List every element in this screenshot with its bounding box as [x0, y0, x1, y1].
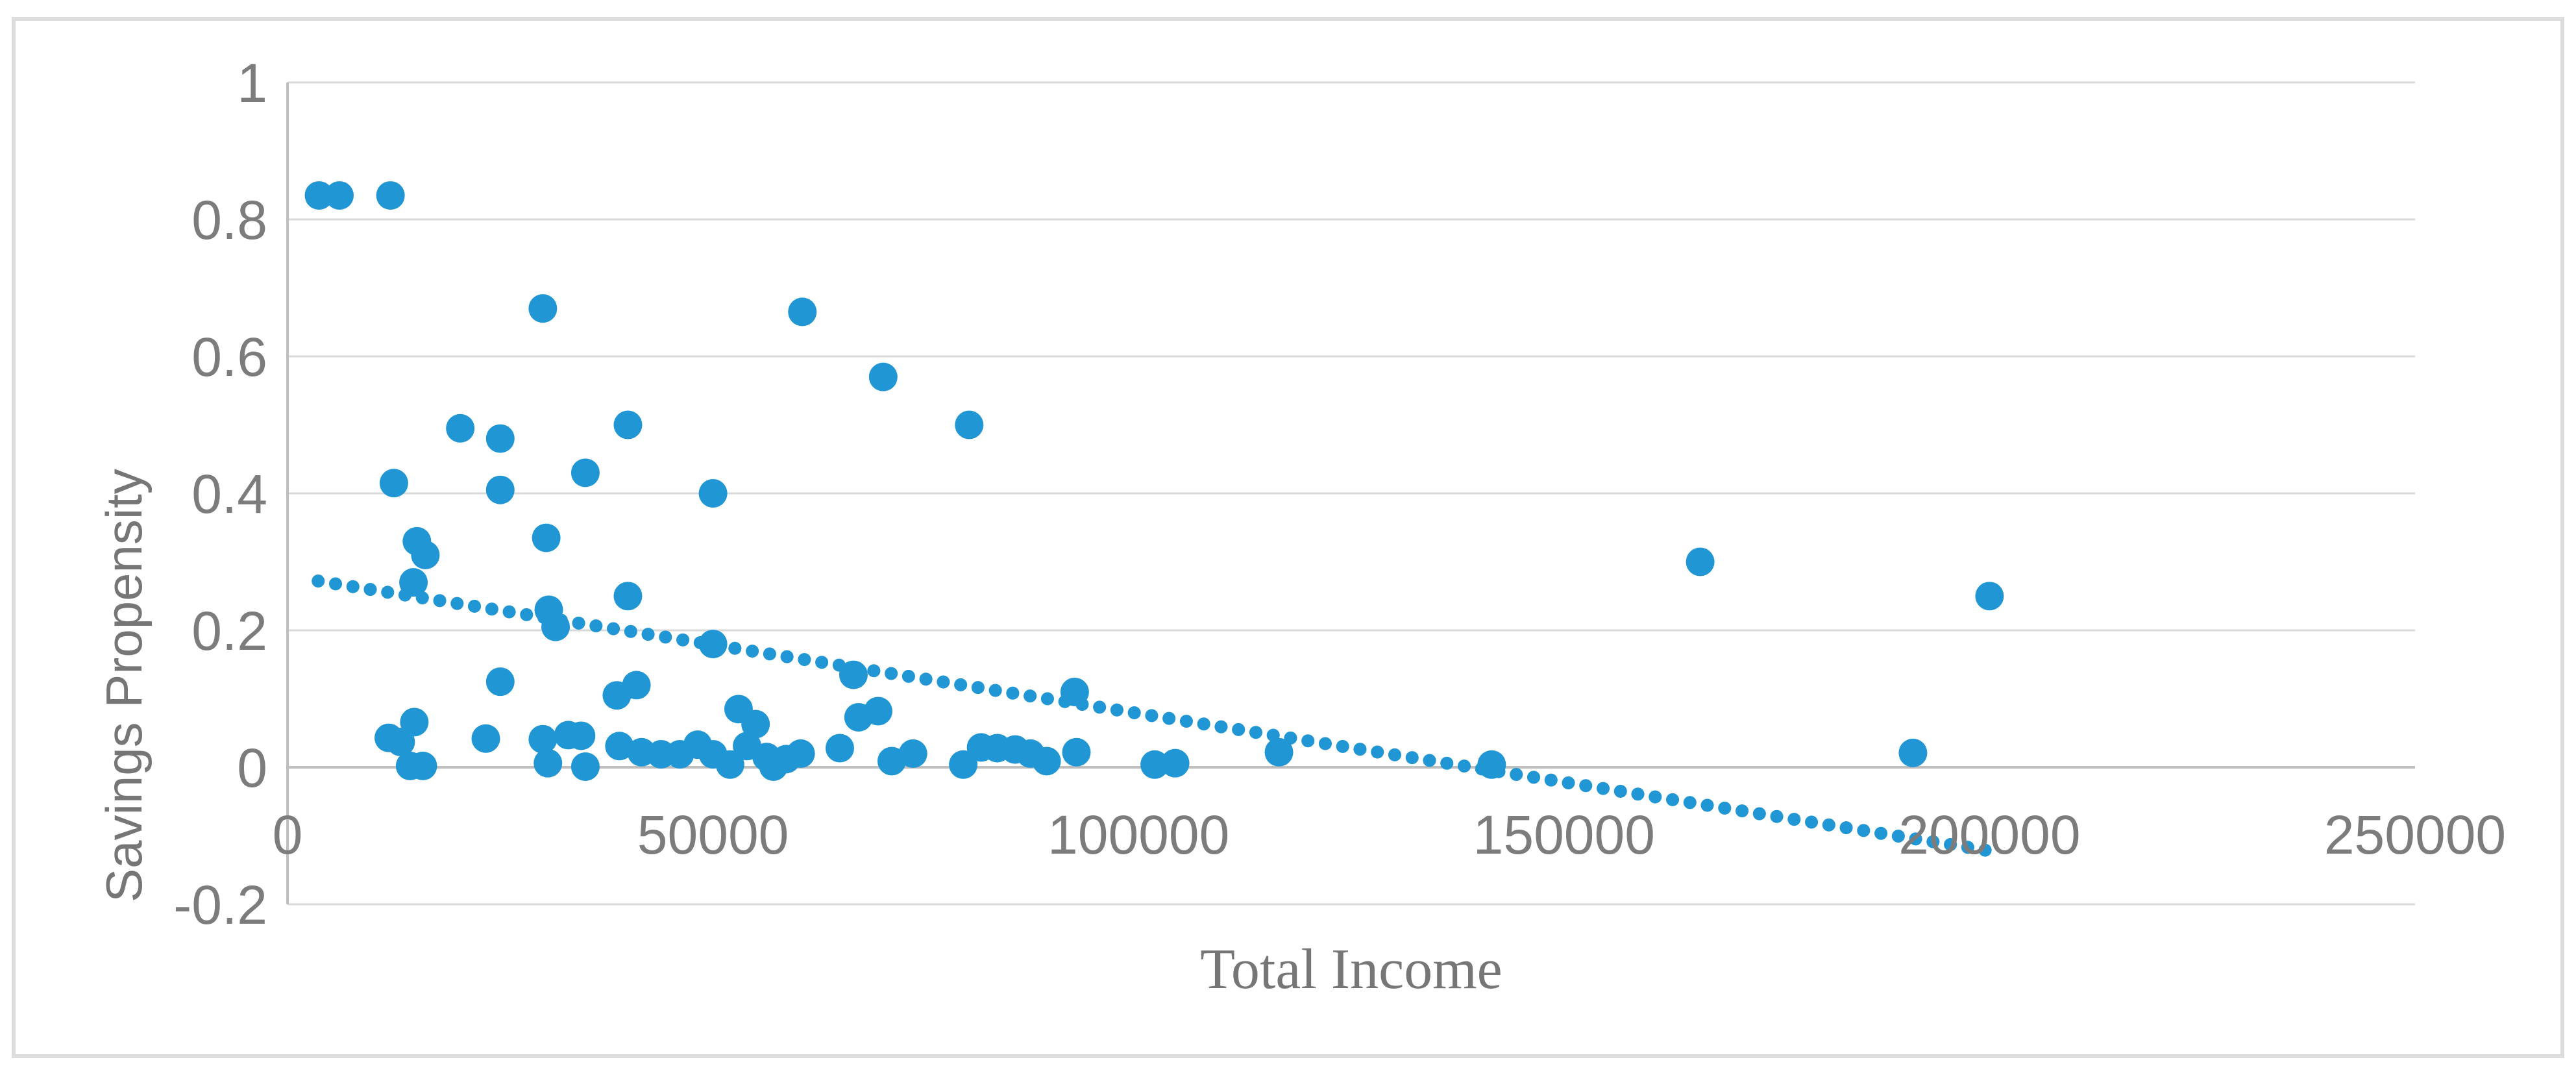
- data-point: [541, 612, 570, 641]
- data-point: [605, 732, 634, 761]
- y-tick-label: 0.8: [191, 190, 267, 251]
- data-point: [877, 747, 906, 776]
- data-point: [1975, 582, 2004, 611]
- data-point: [446, 414, 475, 443]
- data-point: [1898, 738, 1928, 767]
- data-point: [386, 727, 415, 756]
- x-tick-label: 250000: [2324, 804, 2506, 865]
- y-tick-label: 0: [237, 737, 267, 798]
- data-point: [825, 734, 854, 763]
- y-axis-title: Savings Propensity: [95, 469, 153, 902]
- data-point: [602, 681, 632, 710]
- data-point: [698, 630, 728, 659]
- data-point: [715, 750, 744, 779]
- y-tick-label: -0.2: [173, 874, 267, 935]
- x-axis-title: Total Income: [1200, 938, 1502, 1001]
- x-tick-label: 150000: [1473, 804, 1655, 865]
- data-point: [613, 410, 643, 439]
- gridlines: [288, 81, 2415, 906]
- scatter-series: [304, 181, 2004, 781]
- data-point: [698, 479, 728, 508]
- data-point: [485, 424, 515, 453]
- data-point: [528, 294, 558, 323]
- data-point: [839, 660, 868, 689]
- data-point: [759, 752, 788, 781]
- data-point: [325, 181, 354, 210]
- x-tick-labels: 0 50000 100000 150000 200000 250000: [273, 804, 2507, 865]
- data-point: [868, 362, 898, 391]
- x-tick-label: 200000: [1898, 804, 2080, 865]
- data-point: [532, 523, 561, 552]
- data-point: [567, 721, 596, 750]
- data-point: [399, 568, 428, 597]
- data-point: [534, 748, 563, 778]
- data-point: [1062, 737, 1091, 767]
- data-point: [411, 540, 440, 569]
- data-point: [613, 582, 643, 611]
- data-point: [1140, 750, 1170, 779]
- data-point: [955, 410, 984, 439]
- data-point: [1477, 750, 1506, 779]
- data-point: [786, 739, 815, 768]
- data-point: [570, 458, 600, 488]
- data-point: [741, 710, 770, 739]
- data-point: [665, 739, 694, 769]
- trendline-dotted: [312, 575, 1992, 857]
- data-point: [1032, 747, 1061, 776]
- figure-border: [12, 17, 2564, 1058]
- x-tick-label: 100000: [1048, 804, 1229, 865]
- y-tick-labels: 1 0.8 0.6 0.4 0.2 0 -0.2: [173, 53, 267, 935]
- x-tick-label: 50000: [637, 804, 789, 865]
- data-point: [949, 750, 978, 779]
- y-tick-label: 0.2: [191, 600, 267, 661]
- data-point: [844, 702, 873, 732]
- data-point: [408, 751, 437, 780]
- data-point: [1686, 547, 1715, 576]
- data-point: [528, 724, 558, 754]
- data-point: [471, 724, 500, 753]
- data-point: [379, 469, 408, 498]
- data-point: [1264, 737, 1294, 767]
- data-point: [376, 181, 405, 210]
- data-point: [1160, 748, 1190, 778]
- data-point: [1060, 677, 1089, 706]
- data-point: [304, 181, 334, 210]
- y-tick-label: 0.4: [191, 463, 267, 525]
- x-tick-label: 0: [273, 804, 303, 865]
- y-tick-label: 0.6: [191, 327, 267, 388]
- data-point: [485, 667, 515, 697]
- data-point: [570, 752, 600, 781]
- data-point: [485, 475, 515, 504]
- y-tick-label: 1: [237, 53, 267, 114]
- data-point: [788, 297, 817, 327]
